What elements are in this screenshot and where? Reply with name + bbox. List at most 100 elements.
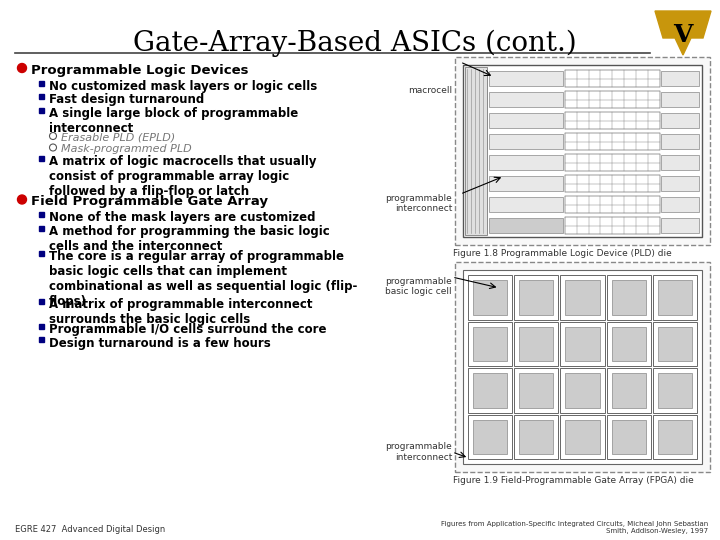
Bar (519, 327, 554, 361)
Polygon shape (655, 11, 711, 55)
Bar (661, 176, 699, 191)
Bar (473, 420, 507, 454)
Bar (519, 420, 554, 454)
Text: A matrix of logic macrocells that usually
consist of programmable array logic
fo: A matrix of logic macrocells that usuall… (49, 155, 317, 198)
Text: A method for programming the basic logic
cells and the interconnect: A method for programming the basic logic… (49, 225, 330, 253)
Bar (565, 91, 660, 108)
Bar (473, 327, 507, 361)
Bar (611, 280, 646, 314)
Text: Gate-Array-Based ASICs (cont.): Gate-Array-Based ASICs (cont.) (133, 30, 577, 57)
Bar (565, 133, 660, 150)
Bar (519, 373, 554, 408)
Text: programmable
interconnect: programmable interconnect (385, 442, 452, 462)
Bar (489, 197, 563, 212)
Bar (565, 70, 660, 87)
Text: No customized mask layers or logic cells: No customized mask layers or logic cells (49, 80, 318, 93)
Bar (473, 280, 507, 314)
Bar (661, 197, 699, 212)
Bar (468, 368, 512, 413)
Bar (463, 270, 702, 464)
Text: EGRE 427  Advanced Digital Design: EGRE 427 Advanced Digital Design (15, 525, 166, 534)
Bar (611, 373, 646, 408)
Bar (514, 368, 559, 413)
Bar (38, 107, 43, 112)
Bar (560, 368, 605, 413)
Bar (519, 280, 554, 314)
Bar (606, 415, 651, 459)
Bar (455, 57, 710, 245)
Bar (38, 323, 43, 328)
Bar (661, 71, 699, 86)
Bar (514, 275, 559, 320)
Text: Field Programmable Gate Array: Field Programmable Gate Array (31, 195, 268, 208)
Text: Programmable Logic Devices: Programmable Logic Devices (31, 64, 248, 77)
Bar (489, 71, 563, 86)
Text: Erasable PLD (EPLD): Erasable PLD (EPLD) (61, 132, 175, 142)
Bar (658, 420, 692, 454)
Bar (38, 337, 43, 342)
Bar (38, 212, 43, 217)
Bar (606, 368, 651, 413)
Bar (514, 415, 559, 459)
Bar (38, 94, 43, 99)
Bar (661, 134, 699, 149)
Circle shape (17, 64, 27, 72)
Text: Mask-programmed PLD: Mask-programmed PLD (61, 144, 192, 153)
Bar (455, 262, 710, 472)
Bar (658, 373, 692, 408)
Bar (468, 415, 512, 459)
Text: None of the mask layers are customized: None of the mask layers are customized (49, 212, 315, 225)
Circle shape (50, 144, 56, 151)
Text: programmable
basic logic cell: programmable basic logic cell (385, 277, 452, 296)
Bar (606, 321, 651, 366)
Bar (565, 154, 660, 171)
Circle shape (50, 132, 56, 139)
Bar (489, 155, 563, 170)
Bar (565, 112, 660, 129)
Bar (653, 368, 697, 413)
Bar (473, 373, 507, 408)
Bar (661, 155, 699, 170)
Text: Figure 1.9 Field-Programmable Gate Array (FPGA) die: Figure 1.9 Field-Programmable Gate Array… (453, 476, 694, 485)
Bar (565, 373, 600, 408)
Bar (38, 299, 43, 303)
Bar (38, 156, 43, 160)
Bar (465, 67, 487, 235)
Text: A matrix of programmable interconnect
surrounds the basic logic cells: A matrix of programmable interconnect su… (49, 298, 312, 326)
Bar (489, 134, 563, 149)
Bar (661, 113, 699, 128)
Bar (38, 226, 43, 231)
Bar (565, 280, 600, 314)
Bar (565, 196, 660, 213)
Bar (38, 251, 43, 255)
Bar (606, 275, 651, 320)
Bar (611, 327, 646, 361)
Text: The core is a regular array of programmable
basic logic cells that can implement: The core is a regular array of programma… (49, 250, 357, 308)
Text: Figures from Application-Specific Integrated Circuits, Micheal John Sebastian
Sm: Figures from Application-Specific Integr… (441, 521, 708, 534)
Bar (560, 321, 605, 366)
Bar (514, 321, 559, 366)
Bar (661, 92, 699, 107)
Text: Design turnaround is a few hours: Design turnaround is a few hours (49, 336, 271, 349)
Text: V: V (673, 23, 693, 47)
Bar (565, 217, 660, 234)
Bar (658, 327, 692, 361)
Bar (468, 321, 512, 366)
Bar (658, 280, 692, 314)
Bar (653, 415, 697, 459)
Text: A single large block of programmable
interconnect: A single large block of programmable int… (49, 107, 298, 135)
Bar (565, 420, 600, 454)
Bar (653, 321, 697, 366)
Bar (560, 275, 605, 320)
Circle shape (17, 195, 27, 204)
Bar (489, 218, 563, 233)
Bar (489, 176, 563, 191)
Bar (661, 218, 699, 233)
Bar (611, 420, 646, 454)
Bar (653, 275, 697, 320)
Bar (489, 113, 563, 128)
Bar (463, 65, 702, 237)
Bar (565, 327, 600, 361)
Bar (38, 80, 43, 85)
Bar (489, 92, 563, 107)
